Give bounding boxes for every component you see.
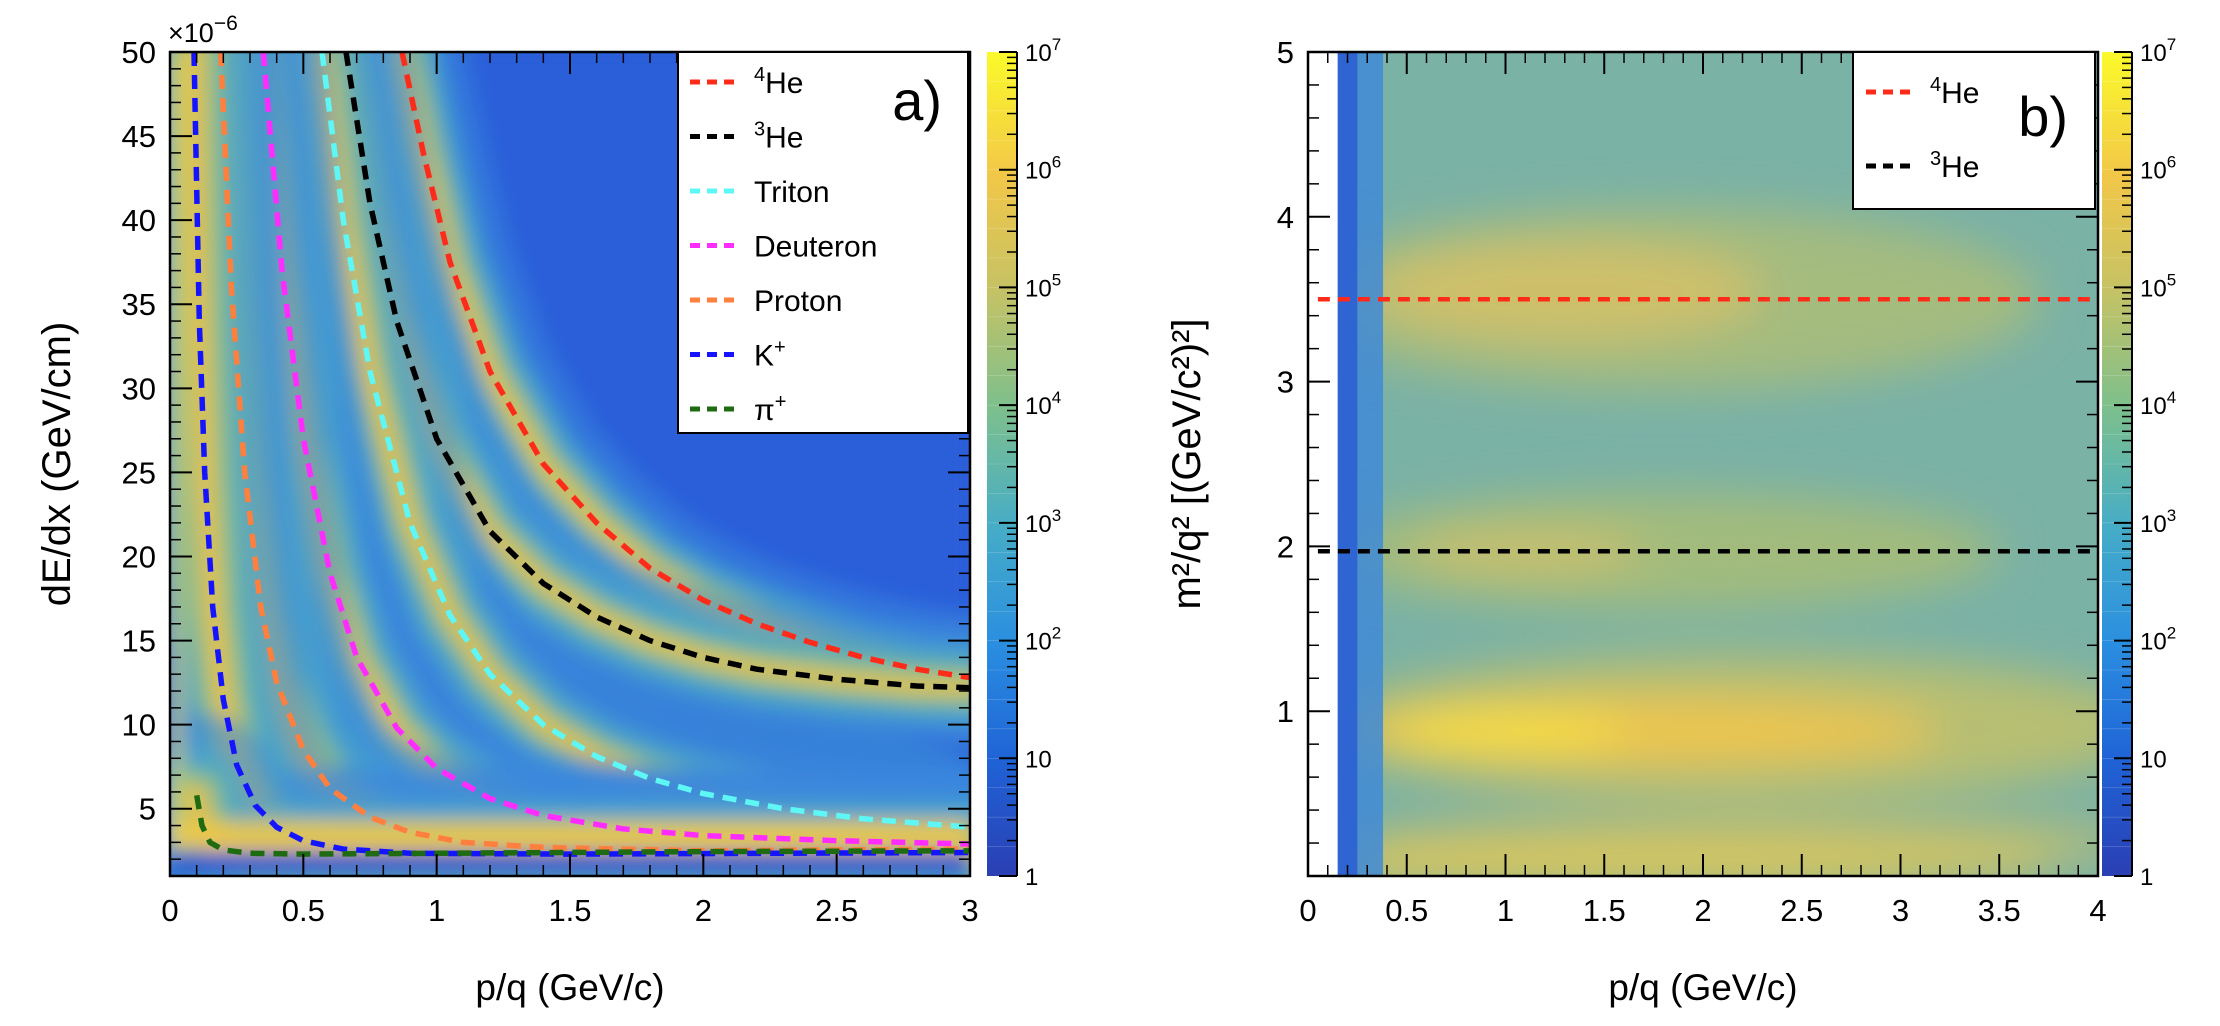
y-tick-label: 5 [139,792,156,827]
colorbar-b: 1 10 102 103 104 105 106 107 [2102,35,2176,891]
colorbar-a-gradient [987,52,1017,876]
curve-triton-2 [319,52,970,830]
colorbar-tick-label: 104 [2140,388,2176,420]
legend-label: K+ [754,337,786,373]
legend-label: 3He [754,119,803,155]
legend-b-box [1852,51,2096,210]
colorbar-tick-label: 107 [2140,35,2176,67]
curve-π-6 [193,794,970,857]
colorbar-a: 1 10 102 103 104 105 106 107 [987,35,1061,891]
y-tick-label: 45 [122,119,156,154]
colorbar-tick-label: 106 [2140,153,2176,185]
x-tick-label: 2 [1694,893,1711,928]
y-tick-label: 50 [122,35,156,70]
y-tick-label: 5 [1277,35,1294,70]
y-tick-label: 2 [1277,529,1294,564]
y-tick-label: 3 [1277,365,1294,400]
x-tick-label: 1.5 [548,893,591,928]
colorbar-tick-label: 105 [1025,270,1061,302]
legend-a: 4He 3He Triton Deuteron Proton K+ π+ [677,51,969,434]
x-axis-label-a: p/q (GeV/c) [475,967,664,1008]
panel-label-b: b) [2018,85,2068,148]
legend-a-box [677,51,969,434]
y-tick-label: 10 [122,708,156,743]
legend-label: Deuteron [754,231,877,264]
x-tick-label: 1.5 [1583,893,1626,928]
y-tick-label: 4 [1277,200,1294,235]
colorbar-tick-label: 103 [2140,506,2176,538]
panel-label-a: a) [892,69,942,132]
y-tick-label: 30 [122,371,156,406]
y-axis-label-b: m²/q² [(GeV/c²)²] [1165,318,1209,609]
colorbar-tick-label: 107 [1025,35,1061,67]
y-tick-label: 25 [122,455,156,490]
heatmap-b-lines [1317,296,2098,554]
curve-he-0 [399,52,970,681]
x-tick-label: 3 [961,893,978,928]
x-tick-label: 1 [428,893,445,928]
x-tick-label: 3.5 [1978,893,2021,928]
y-tick-label: 15 [122,624,156,659]
colorbar-tick-label: 102 [2140,624,2176,656]
x-tick-label: 2 [695,893,712,928]
x-tick-label: 2.5 [1780,893,1823,928]
y-tick-label: 1 [1277,694,1294,729]
x-tick-label: 0 [1299,893,1316,928]
x-tick-label: 2.5 [815,893,858,928]
legend-b: 4He 3He [1852,51,2096,210]
curve-proton-4 [217,52,970,854]
x-tick-label: 1 [1497,893,1514,928]
legend-label: Proton [754,285,842,318]
y-tick-label: 40 [122,203,156,238]
colorbar-tick-label: 102 [1025,624,1061,656]
legend-label: π+ [754,391,786,427]
x-tick-label: 3 [1892,893,1909,928]
legend-label: 4He [754,64,803,100]
colorbar-tick-label: 104 [1025,388,1061,420]
colorbar-tick-label: 10 [2140,746,2167,773]
x-axis-label-b: p/q (GeV/c) [1608,967,1797,1008]
colorbar-tick-label: 10 [1025,746,1052,773]
y-axis-label-a: dE/dx (GeV/cm) [35,322,79,607]
panel-b: 0 0.5 1 1.5 2 2.5 3 3.5 4 1 2 3 4 5 p/q (GeV/c) m²/q²… [1165,35,2176,1008]
legend-label: 3He [1930,148,1979,184]
colorbar-tick-label: 106 [1025,153,1061,185]
colorbar-b-gradient [2102,52,2132,876]
colorbar-tick-label: 103 [1025,506,1061,538]
y-tick-label: 35 [122,287,156,322]
x-tick-label: 0.5 [1385,893,1428,928]
legend-label: Triton [754,176,830,209]
x-tick-label: 4 [2089,893,2106,928]
x-tick-label: 0.5 [282,893,325,928]
y-multiplier-a: ×10−6 [168,12,238,48]
y-tick-label: 20 [122,539,156,574]
axes-b-ticks: 0 0.5 1 1.5 2 2.5 3 3.5 4 1 2 3 4 5 [1277,35,2107,928]
colorbar-tick-label: 1 [1025,864,1038,891]
legend-label: 4He [1930,74,1979,110]
colorbar-tick-label: 1 [2140,864,2153,891]
x-tick-label: 0 [161,893,178,928]
curve-k-5 [191,52,970,857]
colorbar-tick-label: 105 [2140,270,2176,302]
heatmap-a-curves [191,52,970,857]
